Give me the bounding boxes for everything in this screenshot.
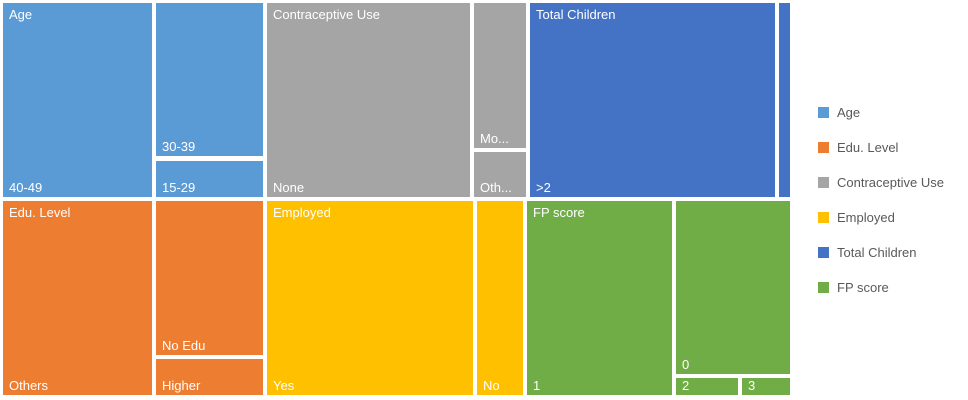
treemap-cell-edu-level-others: Edu. Level Others — [3, 201, 152, 395]
legend-item-contraceptive-use: Contraceptive Use — [818, 165, 944, 200]
cell-label: Others — [9, 378, 49, 393]
treemap-cell-age-15-29: 15-29 — [156, 161, 263, 197]
cell-label: No Edu — [162, 338, 206, 353]
cell-label: Yes — [273, 378, 295, 393]
legend-item-fp-score: FP score — [818, 270, 944, 305]
treemap-cell-edu-level-no-edu: No Edu — [156, 201, 263, 355]
cell-label: 0 — [682, 357, 690, 372]
cell-label: 30-39 — [162, 139, 196, 154]
treemap-cell-contraceptive-use-none: Contraceptive Use None — [267, 3, 470, 197]
treemap-cell-total-children-unlabeled — [779, 3, 790, 197]
treemap-cell-age-30-39: 30-39 — [156, 3, 263, 156]
treemap: Age 40-49 30-39 15-29 Contraceptive Use None M… — [3, 3, 790, 395]
cell-label: 2 — [682, 378, 690, 393]
legend-item-edu-level: Edu. Level — [818, 130, 944, 165]
series-title: FP score — [533, 205, 585, 220]
cell-label: 40-49 — [9, 180, 43, 195]
legend-label: Contraceptive Use — [837, 175, 944, 190]
series-title: Employed — [273, 205, 331, 220]
legend-swatch-icon — [818, 142, 829, 153]
treemap-cell-age-40-49: Age 40-49 — [3, 3, 152, 197]
legend-swatch-icon — [818, 282, 829, 293]
legend-label: FP score — [837, 280, 889, 295]
cell-label: None — [273, 180, 305, 195]
legend-item-employed: Employed — [818, 200, 944, 235]
legend-label: Edu. Level — [837, 140, 899, 155]
series-title: Total Children — [536, 7, 616, 22]
cell-label: 15-29 — [162, 180, 196, 195]
cell-label: No — [483, 378, 500, 393]
legend-label: Employed — [837, 210, 895, 225]
treemap-cell-contraceptive-use-oth: Oth... — [474, 152, 526, 197]
cell-label: >2 — [536, 180, 551, 195]
cell-label: Oth... — [480, 180, 512, 195]
treemap-cell-edu-level-higher: Higher — [156, 359, 263, 395]
cell-label: Mo... — [480, 131, 509, 146]
treemap-cell-fp-score-3: 3 — [742, 378, 790, 395]
legend-swatch-icon — [818, 247, 829, 258]
legend-swatch-icon — [818, 212, 829, 223]
cell-label: 1 — [533, 378, 541, 393]
treemap-cell-fp-score-1: FP score 1 — [527, 201, 672, 395]
treemap-cell-fp-score-2: 2 — [676, 378, 738, 395]
legend-swatch-icon — [818, 107, 829, 118]
legend-item-total-children: Total Children — [818, 235, 944, 270]
treemap-cell-total-children-2: Total Children >2 — [530, 3, 775, 197]
cell-label: Higher — [162, 378, 201, 393]
treemap-cell-employed-no: No — [477, 201, 523, 395]
legend-item-age: Age — [818, 95, 944, 130]
legend-label: Age — [837, 105, 861, 120]
treemap-cell-employed-yes: Employed Yes — [267, 201, 473, 395]
legend: Age Edu. Level Contraceptive Use Employed To… — [818, 95, 944, 305]
series-title: Edu. Level — [9, 205, 71, 220]
series-title: Contraceptive Use — [273, 7, 380, 22]
legend-swatch-icon — [818, 177, 829, 188]
legend-label: Total Children — [837, 245, 917, 260]
treemap-cell-contraceptive-use-mo: Mo... — [474, 3, 526, 148]
cell-label: 3 — [748, 378, 756, 393]
treemap-cell-fp-score-0: 0 — [676, 201, 790, 374]
series-title: Age — [9, 7, 33, 22]
